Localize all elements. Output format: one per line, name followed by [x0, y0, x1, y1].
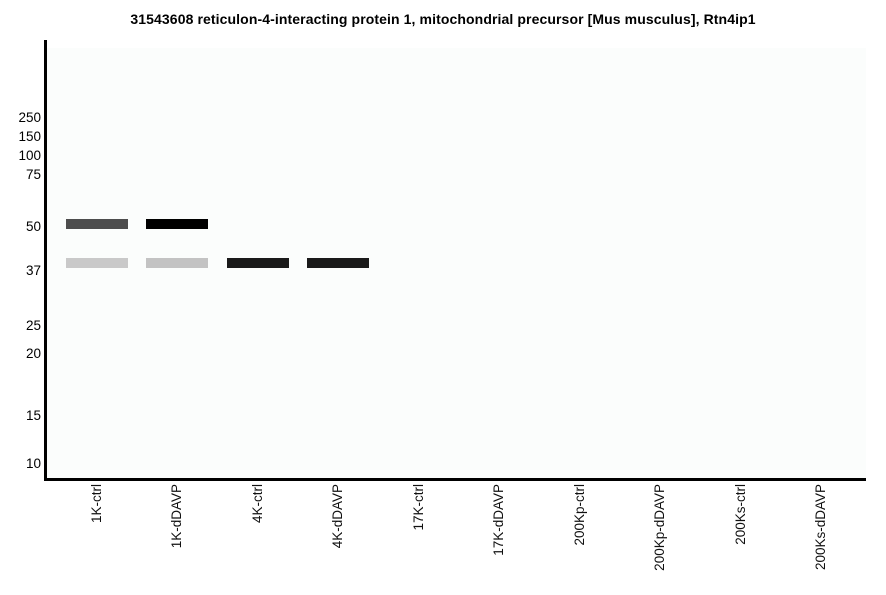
- lane-label-17K-dDAVP: 17K-dDAVP: [491, 484, 506, 556]
- mw-marker-label-37: 37: [25, 263, 41, 278]
- mw-marker-label-10: 10: [25, 456, 41, 471]
- lane-label-4K-ctrl: 4K-ctrl: [250, 484, 265, 524]
- lane-label-4K-dDAVP: 4K-dDAVP: [330, 484, 345, 549]
- lane-label-200Kp-dDAVP: 200Kp-dDAVP: [652, 484, 667, 571]
- mw-marker-label-50: 50: [25, 219, 41, 234]
- band-1K-dDAVP-39kda: [146, 258, 208, 269]
- lane-label-200Ks-ctrl: 200Ks-ctrl: [733, 484, 748, 545]
- band-4K-ctrl-39kda: [227, 258, 289, 269]
- x-axis-line: [44, 478, 866, 481]
- lane-label-200Ks-dDAVP: 200Ks-dDAVP: [813, 484, 828, 571]
- mw-marker-label-25: 25: [25, 318, 41, 333]
- mw-marker-label-150: 150: [18, 129, 41, 144]
- lane-label-1K-ctrl: 1K-ctrl: [89, 484, 104, 524]
- mw-marker-label-15: 15: [25, 408, 41, 423]
- band-4K-dDAVP-39kda: [307, 258, 369, 269]
- mw-marker-label-250: 250: [18, 110, 41, 125]
- band-1K-ctrl-39kda: [66, 258, 128, 269]
- figure-title: 31543608 reticulon-4-interacting protein…: [130, 11, 756, 27]
- lane-label-1K-dDAVP: 1K-dDAVP: [169, 484, 184, 549]
- y-axis-line: [44, 40, 47, 481]
- mw-marker-label-20: 20: [25, 346, 41, 361]
- lane-label-200Kp-ctrl: 200Kp-ctrl: [572, 484, 587, 546]
- lane-label-17K-ctrl: 17K-ctrl: [411, 484, 426, 531]
- mw-marker-label-100: 100: [18, 148, 41, 163]
- band-1K-ctrl-51kda: [66, 219, 128, 230]
- band-1K-dDAVP-51kda: [146, 219, 208, 230]
- mw-marker-label-75: 75: [25, 167, 41, 182]
